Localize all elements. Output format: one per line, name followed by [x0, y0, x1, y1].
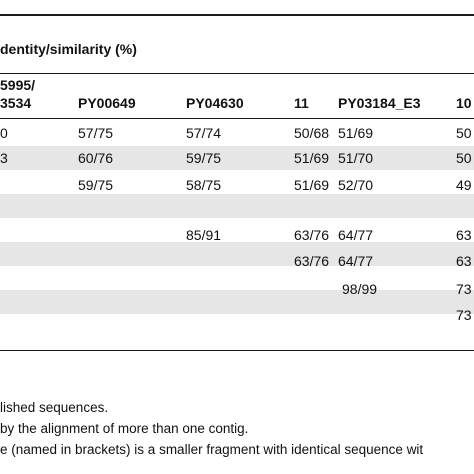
table-cell: 98/99 [342, 281, 378, 297]
table-top-rule [0, 14, 474, 16]
body-divider [0, 118, 474, 119]
footnote-2: by the alignment of more than one contig… [0, 421, 249, 436]
row-band [0, 290, 474, 314]
table-cell: 59/75 [186, 150, 222, 166]
table-cell: 51/69 [294, 177, 330, 193]
table-cell: 59/75 [78, 177, 114, 193]
table-cell: 51/69 [338, 125, 374, 141]
table-cell: 51/69 [294, 150, 330, 166]
col-header-2: PY00649 [78, 95, 136, 111]
table-cell: 64/77 [338, 253, 374, 269]
col-header-6: 10 [456, 95, 472, 111]
table-cell: 57/74 [186, 125, 222, 141]
table-cell: 50/68 [294, 125, 330, 141]
table-cell: 73 [456, 307, 472, 323]
table-bottom-rule [0, 350, 474, 351]
table-cell: 57/75 [78, 125, 114, 141]
header-divider [0, 73, 474, 74]
table-cell: 73 [456, 281, 472, 297]
table-cell: 64/77 [338, 227, 374, 243]
table-cell: 52/70 [338, 177, 374, 193]
table-cell: 63/76 [294, 253, 330, 269]
row-band [0, 194, 474, 218]
table-cell: 50 [456, 125, 472, 141]
col-header-1-line2: 3534 [0, 95, 32, 111]
table-cell: 49 [456, 177, 472, 193]
table-cell: 63/76 [294, 227, 330, 243]
col-header-3: PY04630 [186, 95, 244, 111]
group-header: dentity/similarity (%) [0, 41, 137, 57]
footnote-1: lished sequences. [0, 400, 109, 415]
table-cell: 58/75 [186, 177, 222, 193]
table-cell: 63 [456, 253, 472, 269]
col-header-1-line1: 5995/ [0, 77, 36, 93]
col-header-5: PY03184_E3 [338, 95, 421, 111]
row-band [0, 146, 474, 170]
row-band [0, 242, 474, 266]
table-cell: 50 [456, 150, 472, 166]
col-header-4: 11 [294, 95, 309, 111]
table-cell: 51/70 [338, 150, 374, 166]
table-cell: 63 [456, 227, 472, 243]
table-cell: 3 [0, 150, 8, 166]
table-cell: 85/91 [186, 227, 222, 243]
table-cell: 0 [0, 125, 8, 141]
table-cell: 60/76 [78, 150, 114, 166]
footnote-3: e (named in brackets) is a smaller fragm… [0, 442, 424, 457]
